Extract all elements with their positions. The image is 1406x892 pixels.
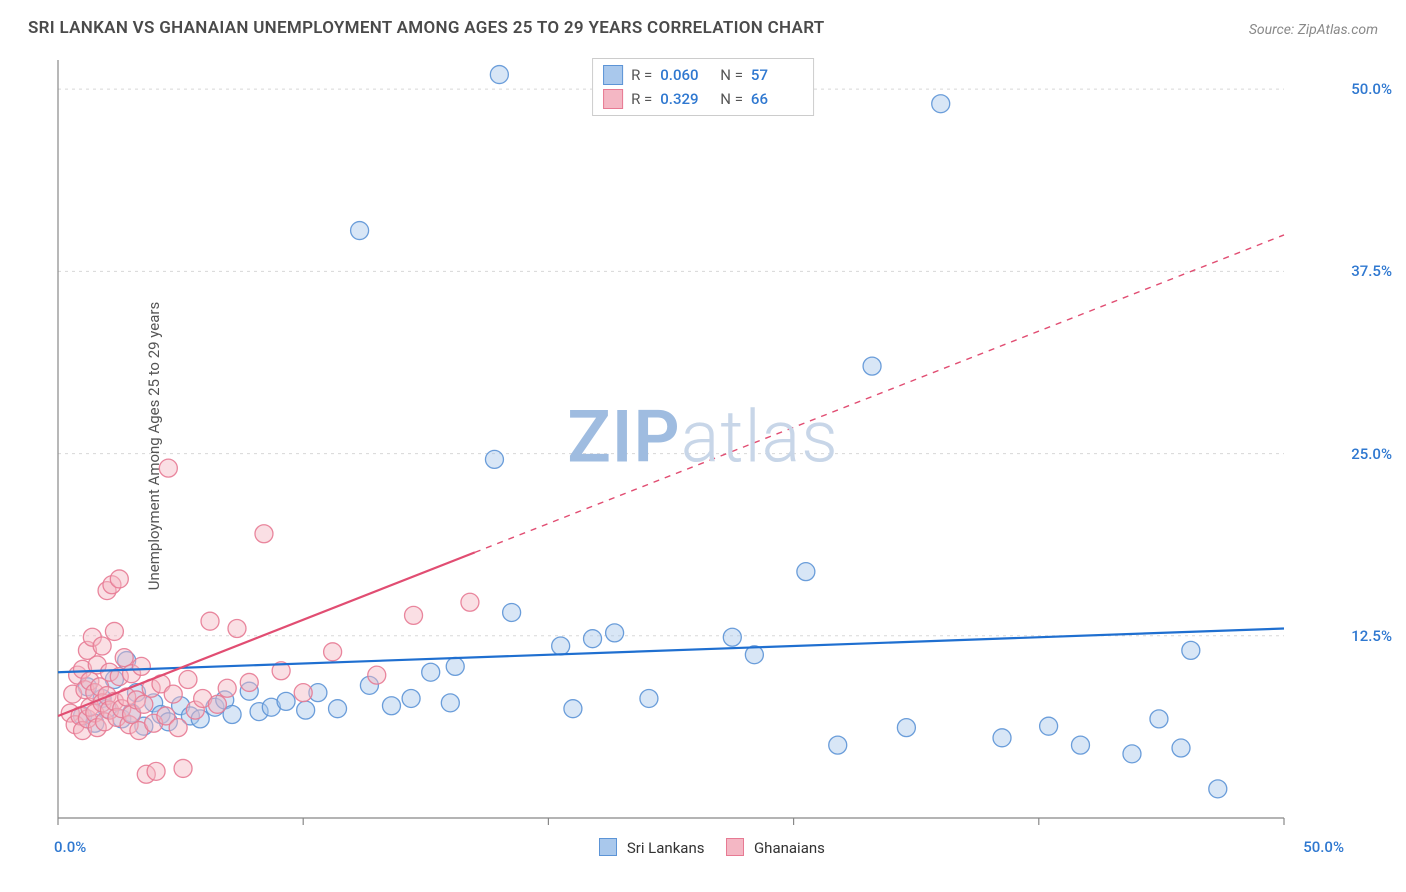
n-value: 66 xyxy=(751,90,803,108)
correlation-row-ghanaians: R = 0.329 N = 66 xyxy=(603,87,803,111)
chart-canvas xyxy=(54,52,1344,832)
r-value: 0.060 xyxy=(660,66,712,84)
bottom-legend: Sri Lankans Ghanaians xyxy=(0,838,1406,857)
legend-swatch-icon xyxy=(603,89,623,109)
legend-label-ghanaians: Ghanaians xyxy=(754,839,825,857)
scatter-plot xyxy=(54,52,1344,832)
y-tick-label: 12.5% xyxy=(1351,627,1392,645)
legend-swatch-sri-lankans xyxy=(599,838,617,856)
y-tick-label: 50.0% xyxy=(1351,80,1392,98)
r-label: R = xyxy=(631,66,652,84)
legend-label-sri-lankans: Sri Lankans xyxy=(627,839,705,857)
source-attribution: Source: ZipAtlas.com xyxy=(1249,22,1378,38)
y-tick-label: 37.5% xyxy=(1351,262,1392,280)
r-value: 0.329 xyxy=(660,90,712,108)
correlation-legend: R = 0.060 N = 57 R = 0.329 N = 66 xyxy=(592,58,814,116)
legend-swatch-ghanaians xyxy=(726,838,744,856)
correlation-row-sri-lankans: R = 0.060 N = 57 xyxy=(603,63,803,87)
y-tick-label: 25.0% xyxy=(1351,445,1392,463)
n-value: 57 xyxy=(751,66,803,84)
legend-swatch-icon xyxy=(603,65,623,85)
n-label: N = xyxy=(720,66,743,84)
n-label: N = xyxy=(720,90,743,108)
r-label: R = xyxy=(631,90,652,108)
chart-title: SRI LANKAN VS GHANAIAN UNEMPLOYMENT AMON… xyxy=(28,18,825,38)
